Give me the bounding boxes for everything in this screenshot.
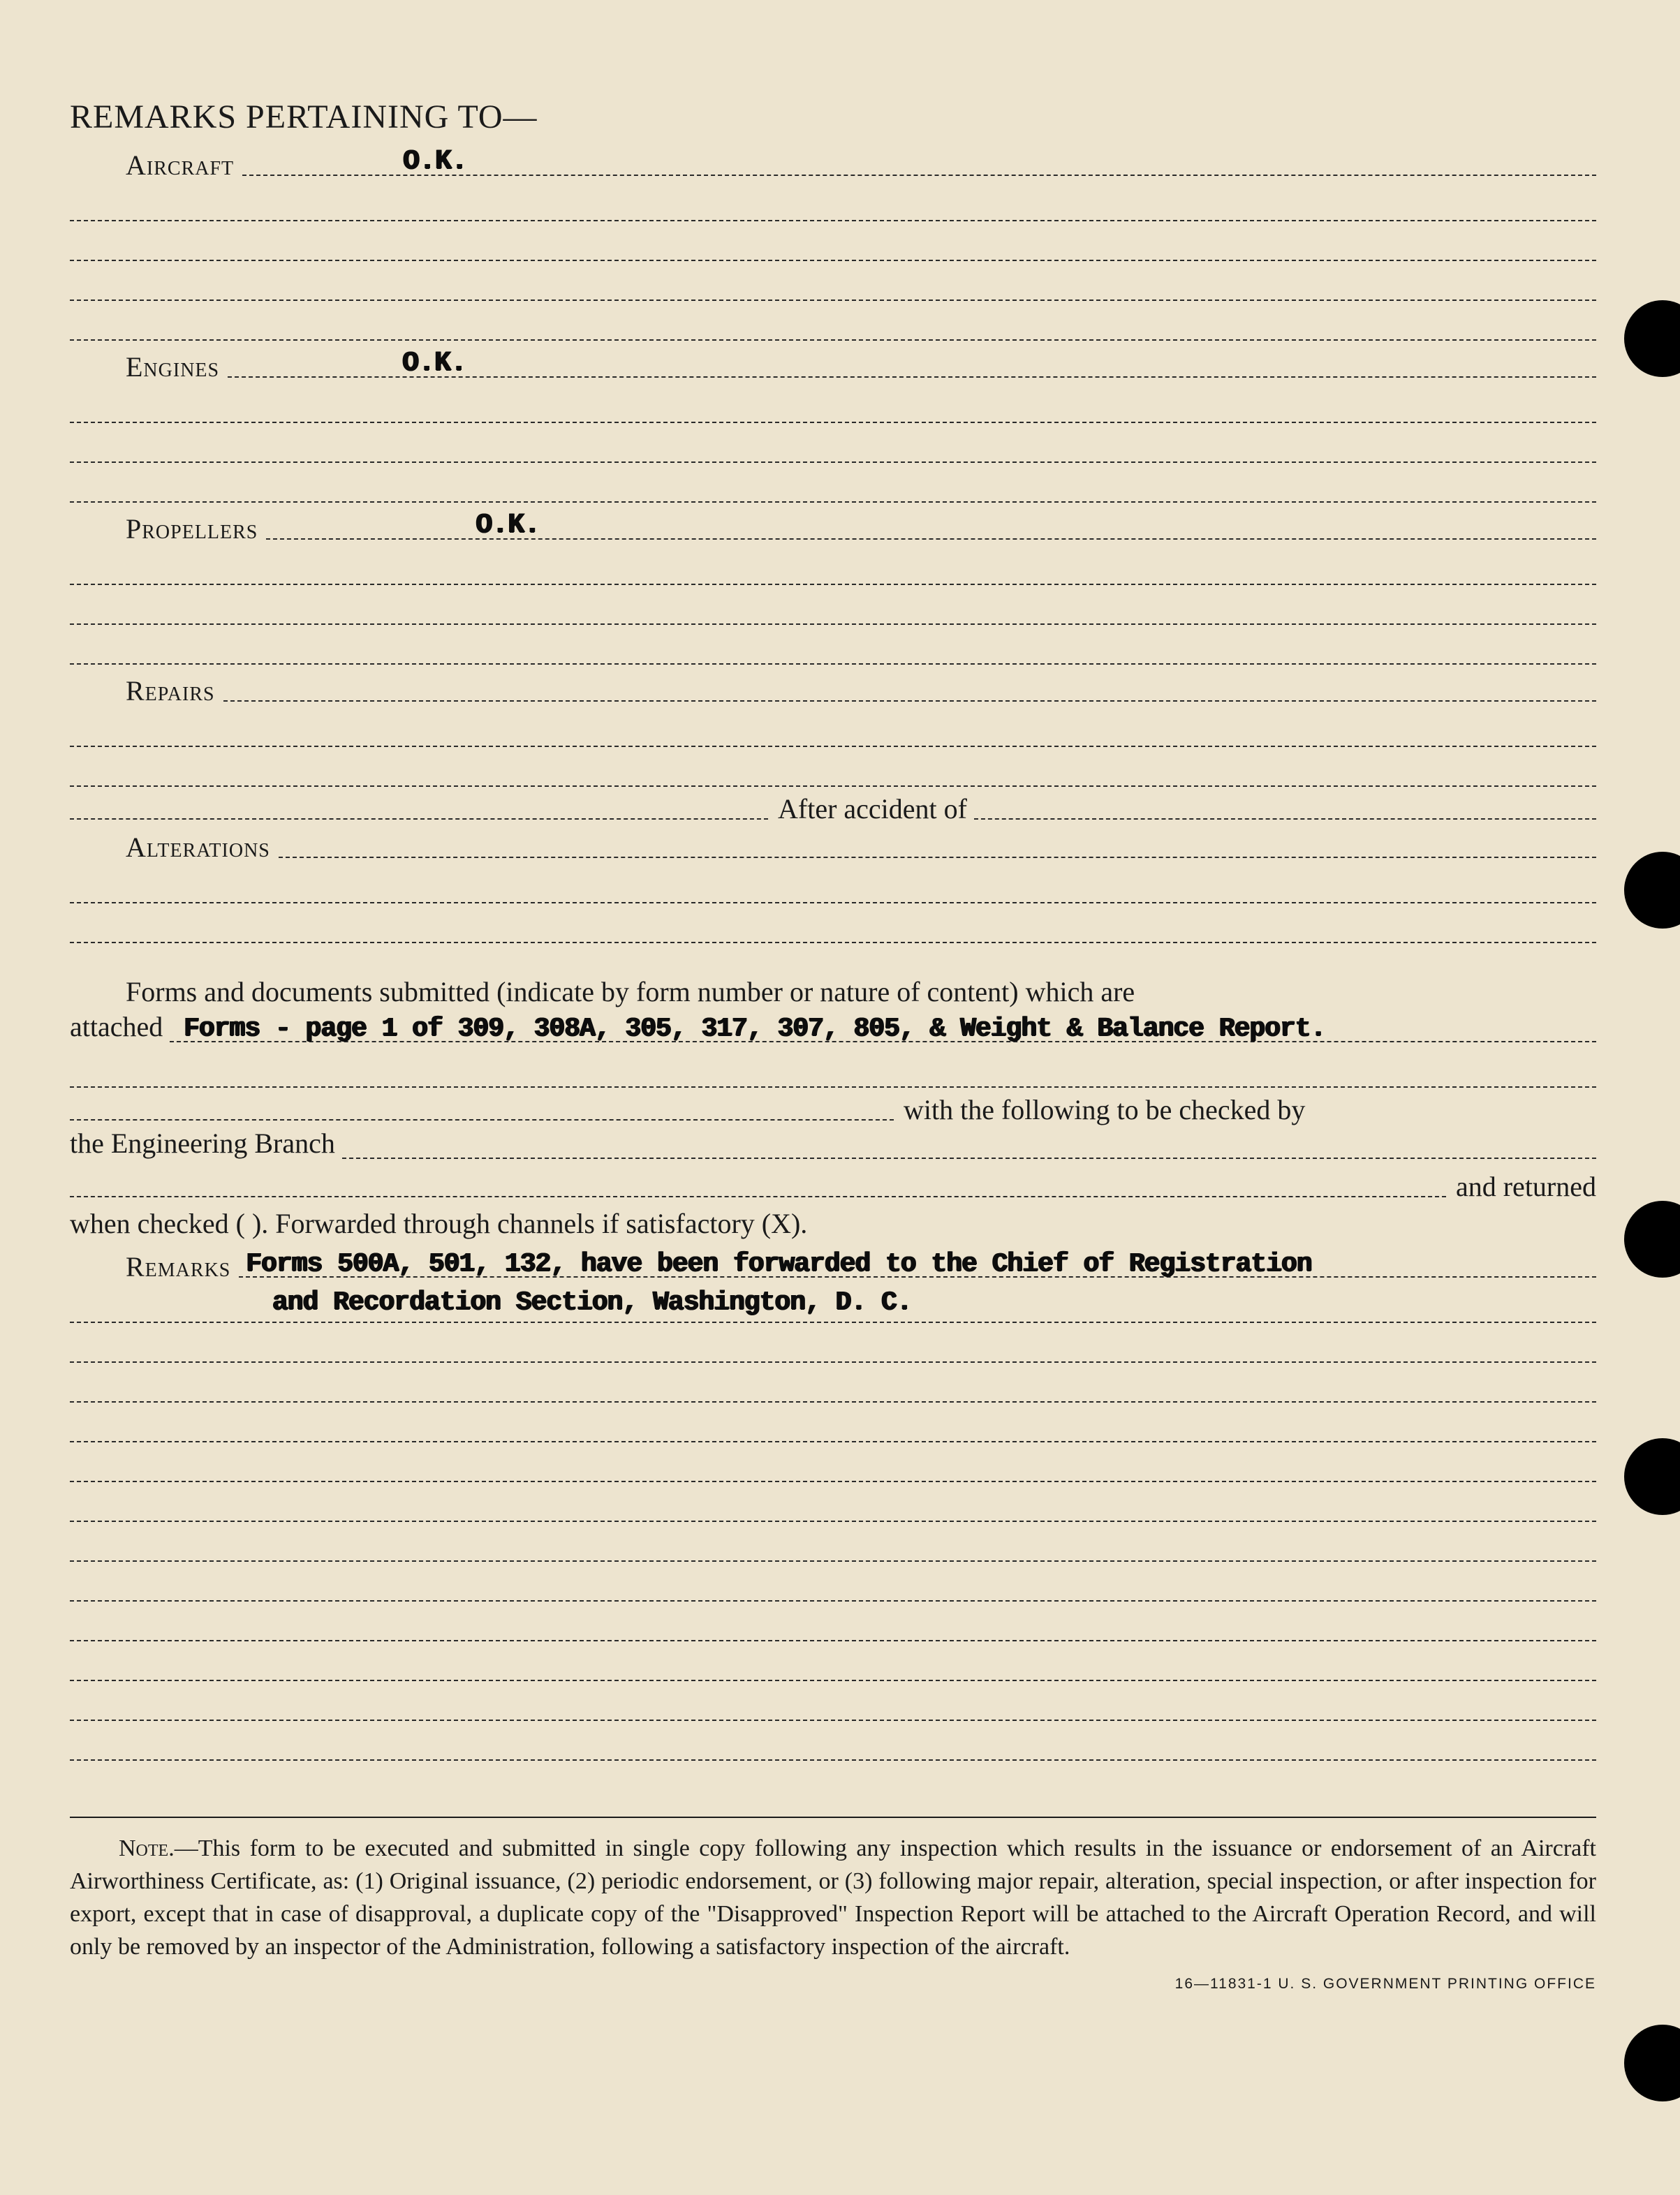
blank-line <box>70 1195 1446 1197</box>
propellers-label: Propellers <box>70 512 266 545</box>
section-propellers: Propellers O.K. <box>70 507 1596 665</box>
blank-line <box>70 545 1596 585</box>
eng-branch-label: the Engineering Branch <box>70 1123 342 1165</box>
punch-hole-icon <box>1624 2025 1680 2101</box>
repairs-label: Repairs <box>70 674 223 707</box>
engines-label: Engines <box>70 350 228 383</box>
remarks-label: Remarks <box>70 1250 239 1283</box>
punch-hole-icon <box>1624 1201 1680 1278</box>
section-aircraft: Aircraft O.K. <box>70 143 1596 341</box>
note-body: —This form to be executed and submitted … <box>70 1835 1596 1960</box>
repairs-line <box>223 700 1596 702</box>
alterations-label: Alterations <box>70 831 279 864</box>
blank-line <box>70 423 1596 463</box>
blank-line <box>70 182 1596 221</box>
note-label: Note. <box>119 1835 175 1861</box>
blank-line <box>70 383 1596 423</box>
engines-line: O.K. <box>228 376 1596 378</box>
aircraft-label: Aircraft <box>70 149 242 182</box>
page-title: REMARKS PERTAINING TO— <box>70 98 1596 136</box>
section-alterations: Alterations <box>70 825 1596 943</box>
forms-paragraph: Forms and documents submitted (indicate … <box>70 971 1596 1245</box>
after-accident-line <box>974 818 1596 820</box>
blank-line <box>70 301 1596 341</box>
punch-hole-icon <box>1624 300 1680 377</box>
aircraft-value: O.K. <box>403 146 467 177</box>
propellers-value: O.K. <box>476 510 540 541</box>
blank-line <box>70 1721 1596 1761</box>
blank-line <box>70 463 1596 503</box>
remarks-value-1: Forms 500A, 501, 132, have been forwarde… <box>246 1249 1311 1279</box>
blank-line <box>70 864 1596 903</box>
aircraft-line: O.K. <box>242 174 1596 176</box>
blank-line <box>70 261 1596 301</box>
blank-line <box>70 1681 1596 1721</box>
checked-by-text: with the following to be checked by <box>894 1093 1312 1126</box>
remarks-line1: Forms 500A, 501, 132, have been forwarde… <box>239 1276 1596 1278</box>
attached-label: attached <box>70 1006 170 1048</box>
blank-line <box>70 903 1596 943</box>
blank-line <box>70 747 1596 787</box>
blank-line <box>70 1323 1596 1363</box>
blank-line <box>70 1602 1596 1641</box>
blank-line <box>70 1442 1596 1482</box>
forms-line1: Forms and documents submitted (indicate … <box>70 971 1596 1013</box>
attached-line: Forms - page 1 of 309, 308A, 305, 317, 3… <box>170 1040 1596 1042</box>
alterations-line <box>279 856 1596 858</box>
section-remarks: Remarks Forms 500A, 501, 132, have been … <box>70 1245 1596 1761</box>
blank-line <box>70 1641 1596 1681</box>
page: REMARKS PERTAINING TO— Aircraft O.K. Eng… <box>0 0 1680 2195</box>
after-accident-row: After accident of <box>70 787 1596 825</box>
blank-line <box>70 1403 1596 1442</box>
punch-hole-icon <box>1624 1438 1680 1515</box>
section-engines: Engines O.K. <box>70 345 1596 503</box>
eng-branch-line <box>342 1157 1596 1159</box>
blank-line <box>70 1363 1596 1403</box>
blank-line <box>70 221 1596 261</box>
blank-line <box>70 707 1596 747</box>
blank-line <box>70 1118 894 1121</box>
blank-line <box>70 585 1596 625</box>
content: REMARKS PERTAINING TO— Aircraft O.K. Eng… <box>70 98 1596 1993</box>
after-accident-label: After accident of <box>768 792 974 825</box>
and-returned-row: and returned <box>70 1165 1596 1203</box>
attached-value: Forms - page 1 of 309, 308A, 305, 317, 3… <box>184 1014 1325 1044</box>
blank-line <box>70 1562 1596 1602</box>
section-repairs: Repairs <box>70 669 1596 787</box>
note-text: Note.—This form to be executed and submi… <box>70 1832 1596 1963</box>
when-checked-text: when checked ( ). Forwarded through chan… <box>70 1203 1596 1245</box>
remarks-line2: and Recordation Section, Washington, D. … <box>70 1283 1596 1323</box>
blank-line <box>70 1048 1596 1088</box>
punch-hole-icon <box>1624 852 1680 929</box>
blank-line <box>70 1522 1596 1562</box>
blank-line <box>70 1482 1596 1522</box>
blank-line <box>70 818 768 820</box>
blank-line <box>70 625 1596 665</box>
remarks-value-2: and Recordation Section, Washington, D. … <box>272 1287 912 1317</box>
checked-by-row: with the following to be checked by <box>70 1088 1596 1126</box>
divider <box>70 1817 1596 1818</box>
footer-text: 16—11831-1 U. S. GOVERNMENT PRINTING OFF… <box>70 1976 1596 1993</box>
propellers-line: O.K. <box>266 538 1596 540</box>
engines-value: O.K. <box>402 348 466 379</box>
and-returned-text: and returned <box>1446 1170 1596 1203</box>
